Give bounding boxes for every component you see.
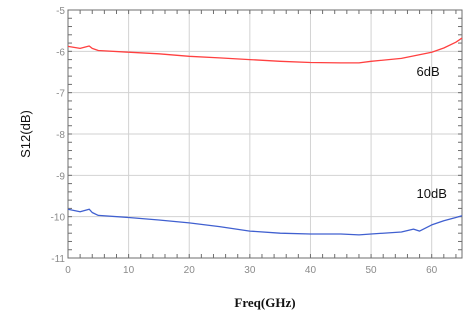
y-axis-title: S12(dB) (18, 110, 33, 158)
x-tick-label: 30 (244, 265, 256, 276)
series-line-1 (67, 37, 463, 64)
x-tick-labels: 0 10 20 30 40 50 60 (65, 265, 437, 276)
x-tick-label: 20 (184, 265, 196, 276)
x-axis-title: Freq(GHz) (234, 295, 295, 310)
series-layer (67, 37, 463, 236)
y-tick-label: -6 (56, 47, 65, 58)
x-tick-label: 40 (305, 265, 317, 276)
x-tick-label: 60 (426, 265, 438, 276)
series-line-2 (67, 208, 463, 236)
x-tick-label: 10 (123, 265, 135, 276)
minor-ticks (68, 10, 462, 258)
annotations: 6dB 10dB (417, 64, 447, 201)
series-annotation: 10dB (417, 186, 447, 201)
y-tick-label: -11 (51, 254, 65, 265)
y-tick-label: -10 (51, 213, 66, 224)
y-tick-label: -5 (56, 6, 65, 17)
x-tick-label: 50 (366, 265, 378, 276)
x-tick-label: 0 (65, 265, 71, 276)
grid (67, 9, 462, 259)
y-tick-label: -9 (56, 171, 65, 182)
y-tick-labels: -5 -6 -7 -8 -9 -10 -11 (51, 6, 66, 265)
series-annotation: 6dB (417, 64, 440, 79)
y-tick-label: -7 (56, 89, 65, 100)
y-tick-label: -8 (56, 130, 65, 141)
